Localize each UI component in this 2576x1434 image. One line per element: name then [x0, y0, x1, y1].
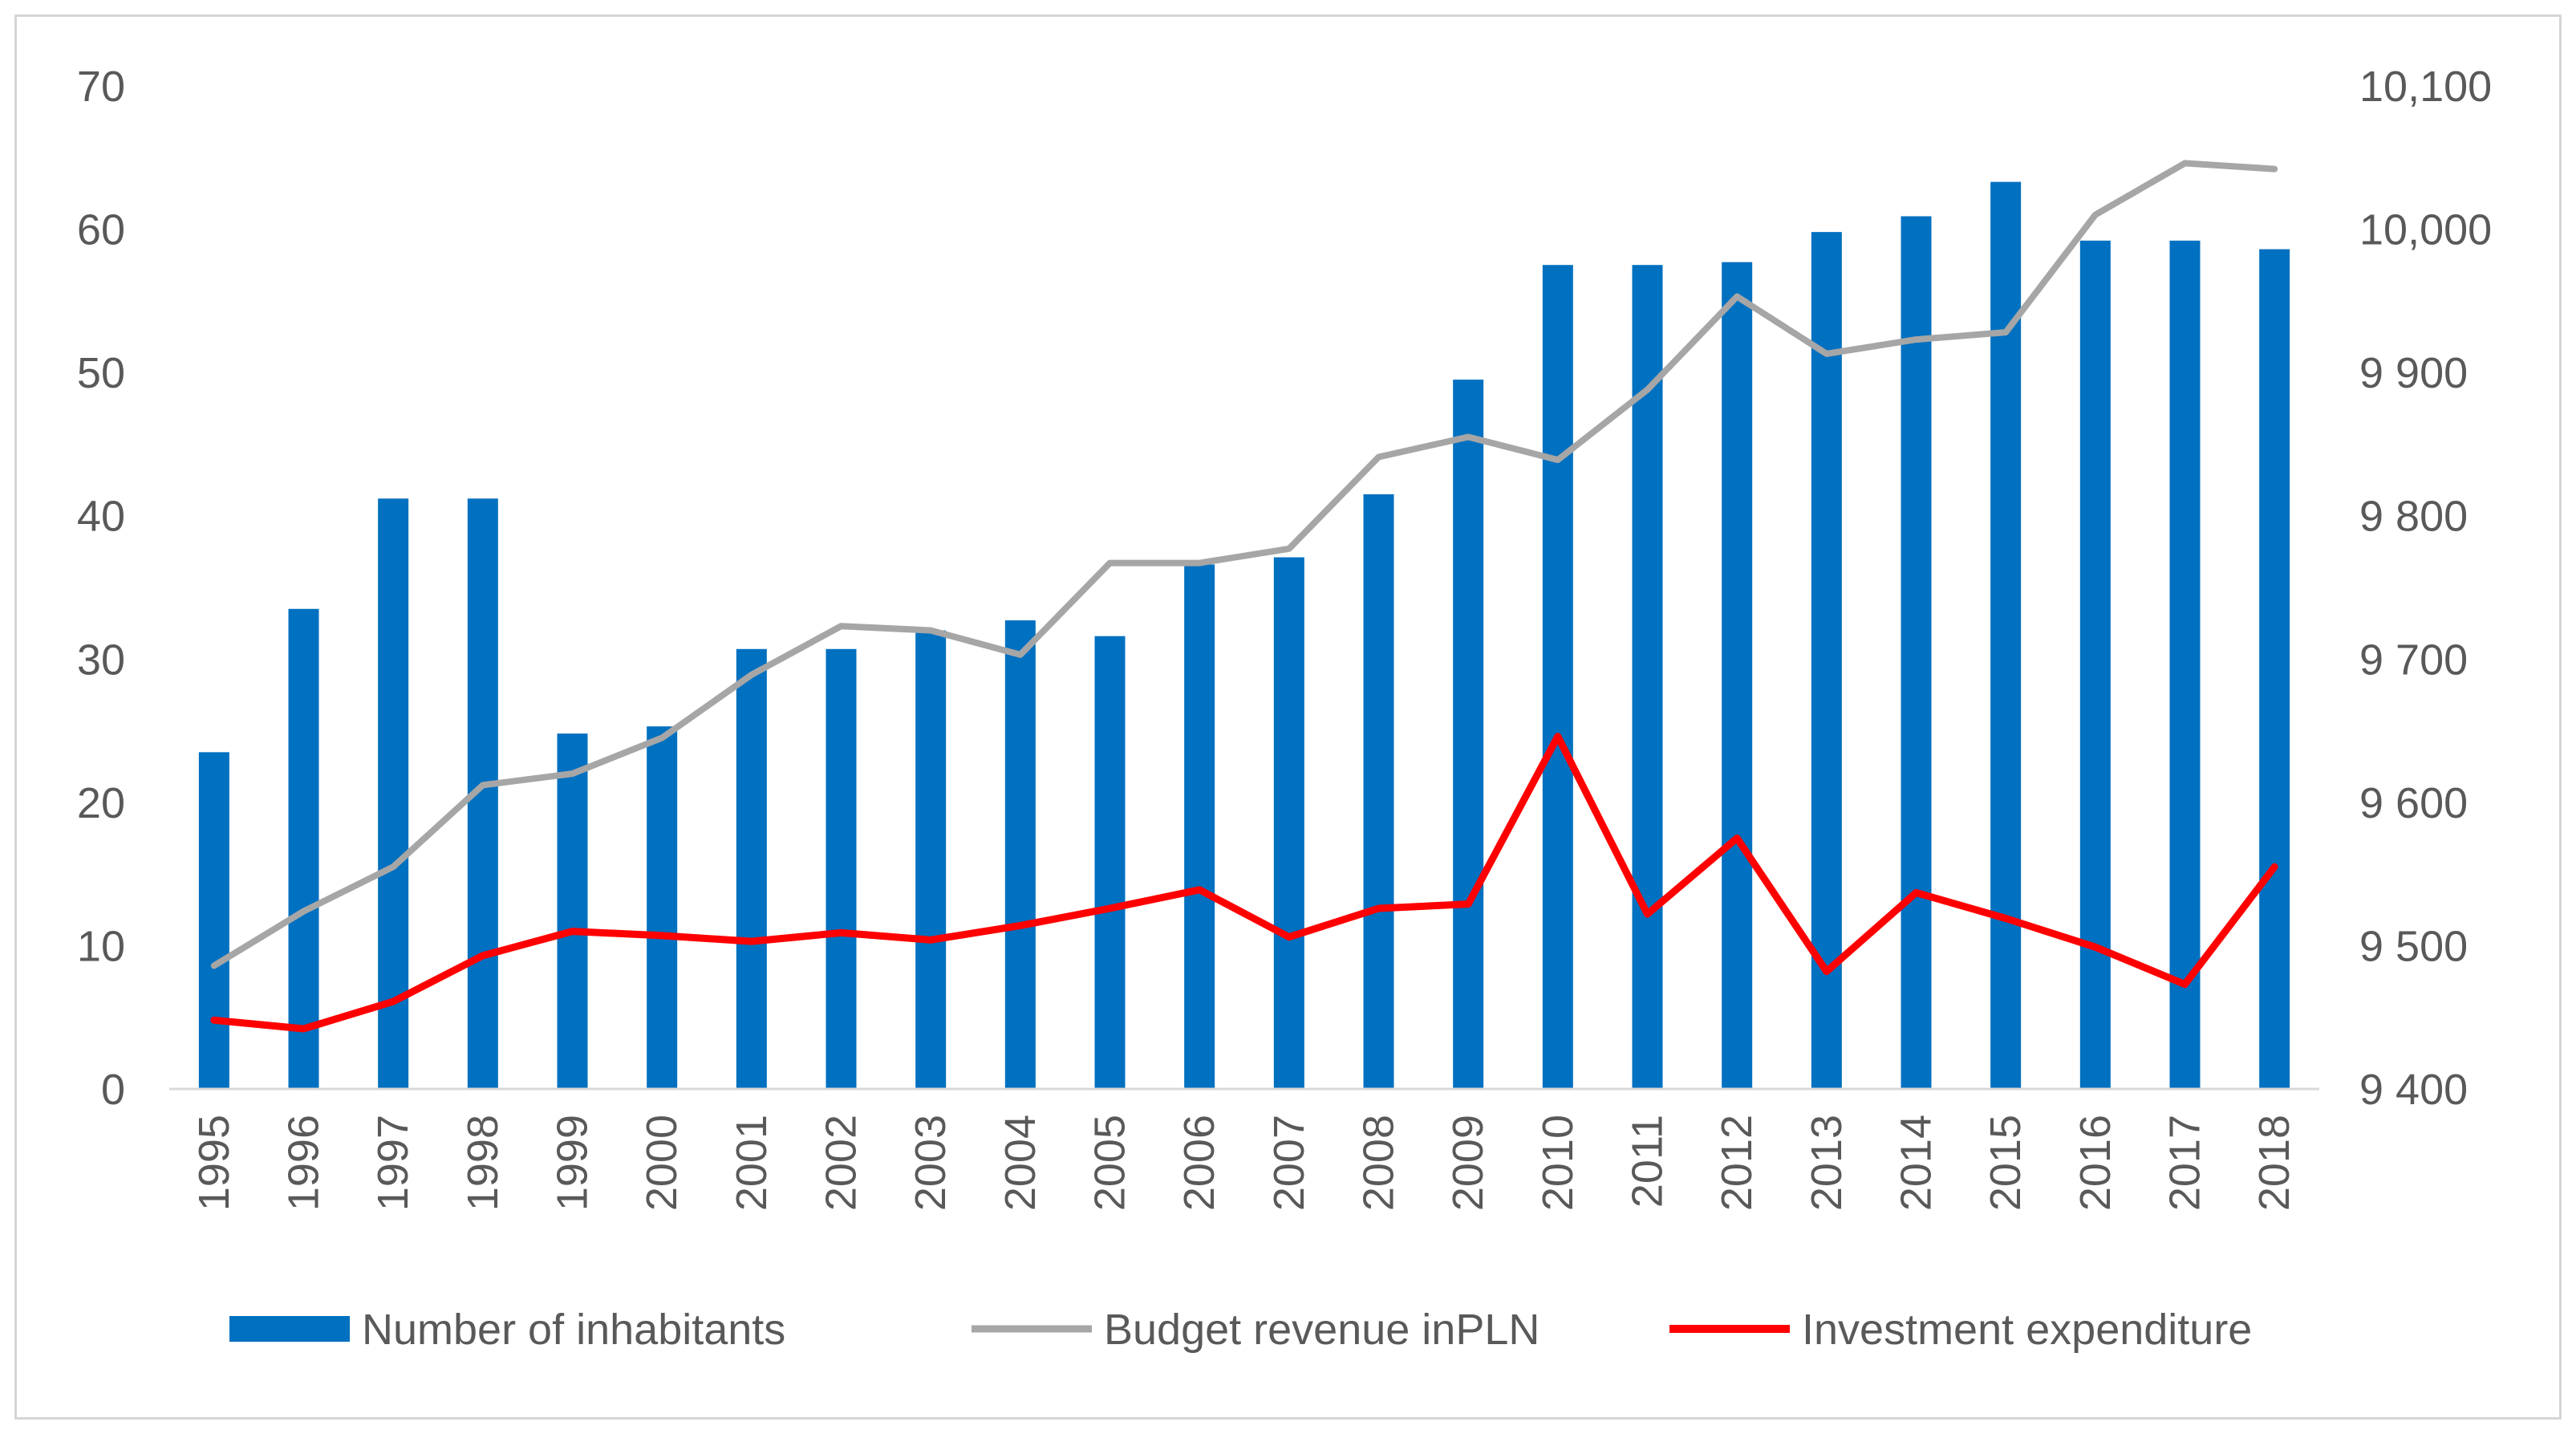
bar-2002 [826, 648, 857, 1089]
line-investment-expenditure [210, 733, 2278, 1033]
legend-label-inhabitants: Number of inhabitants [362, 1306, 785, 1354]
bar-2011 [1632, 265, 1663, 1089]
legend-label-investment: Investment expenditure [1802, 1306, 2252, 1354]
legend-label-budget-revenue: Budget revenue inPLN [1104, 1306, 1540, 1354]
x-axis-tick-label: 2016 [2071, 1115, 2120, 1211]
x-axis-tick-label: 2017 [2161, 1115, 2209, 1211]
right-axis-tick-label: 10,000 [2359, 206, 2492, 254]
x-axis-tick-label: 2008 [1355, 1115, 1403, 1211]
x-axis-tick-label: 1998 [459, 1115, 507, 1211]
bar-2000 [647, 726, 678, 1089]
x-axis-tick-label: 2014 [1892, 1115, 1941, 1211]
bar-1999 [557, 733, 588, 1089]
right-axis-tick-label: 10,100 [2359, 63, 2492, 111]
bar-1995 [198, 752, 229, 1089]
x-axis-tick-label: 2010 [1534, 1115, 1582, 1211]
right-axis-tick-label: 9 500 [2359, 922, 2468, 970]
legend-swatch-inhabitants [229, 1316, 350, 1342]
x-axis-tick-label: 2012 [1713, 1115, 1761, 1211]
bar-2012 [1722, 262, 1753, 1090]
x-axis-tick-label: 1995 [190, 1115, 238, 1211]
bar-2017 [2169, 240, 2201, 1089]
right-axis-tick-label: 9 900 [2359, 349, 2468, 397]
x-axis-tick-label: 2007 [1265, 1115, 1313, 1211]
x-axis-tick-label: 2001 [728, 1115, 776, 1211]
x-axis-tick-label: 1996 [280, 1115, 328, 1211]
bar-2006 [1184, 564, 1215, 1089]
legend: Number of inhabitants Budget revenue inP… [229, 1306, 2252, 1354]
right-axis-tick-label: 9 400 [2359, 1066, 2468, 1114]
x-axis-tick-label: 2013 [1803, 1115, 1851, 1211]
x-axis-tick-label: 2005 [1086, 1115, 1134, 1211]
bar-2014 [1901, 216, 1932, 1089]
bar-2010 [1542, 265, 1573, 1089]
left-axis-tick-label: 70 [77, 63, 125, 111]
x-axis-tick-label: 2003 [907, 1115, 955, 1211]
bar-1996 [288, 608, 319, 1089]
left-axis-tick-label: 50 [77, 349, 125, 397]
line-budget-revenue [210, 160, 2278, 969]
left-axis-tick-label: 0 [101, 1066, 125, 1114]
bar-series-inhabitants [198, 181, 2290, 1090]
left-axis-tick-label: 60 [77, 206, 125, 254]
x-axis-tick-label: 2004 [996, 1115, 1045, 1211]
bar-2001 [736, 648, 767, 1089]
x-axis-tick-label: 2011 [1624, 1115, 1672, 1208]
bar-2007 [1273, 557, 1304, 1089]
bar-2016 [2079, 240, 2111, 1089]
combo-chart: 0 10 20 30 40 50 60 70 9 400 9 500 9 600 9 700 9 80… [77, 63, 2492, 1354]
left-axis-ticks: 0 10 20 30 40 50 60 70 [77, 63, 125, 1114]
chart-frame: 0 10 20 30 40 50 60 70 9 400 9 500 9 600 9 700 9 80… [14, 14, 2562, 1420]
left-axis-tick-label: 20 [77, 779, 125, 827]
bar-1997 [378, 498, 409, 1089]
left-axis-tick-label: 40 [77, 493, 125, 541]
bar-2008 [1363, 494, 1394, 1089]
x-axis-tick-label: 2015 [1982, 1115, 2030, 1211]
bar-2005 [1094, 636, 1126, 1089]
x-axis-tick-label: 2009 [1444, 1115, 1492, 1211]
x-axis-tick-label: 2000 [638, 1115, 686, 1211]
right-axis-tick-label: 9 800 [2359, 493, 2468, 541]
right-axis-tick-label: 9 600 [2359, 779, 2468, 827]
bar-2013 [1811, 232, 1842, 1090]
x-axis-tick-label: 2002 [817, 1115, 866, 1211]
right-axis-tick-label: 9 700 [2359, 636, 2468, 684]
bar-2004 [1004, 620, 1036, 1089]
left-axis-tick-label: 10 [77, 922, 125, 970]
x-axis-tick-label: 2006 [1175, 1115, 1223, 1211]
bar-2018 [2259, 249, 2290, 1090]
bar-2003 [915, 630, 947, 1089]
left-axis-tick-label: 30 [77, 636, 125, 684]
x-axis-tick-label: 2018 [2250, 1115, 2298, 1211]
x-axis-tick-label: 1999 [549, 1115, 597, 1211]
bar-2009 [1453, 380, 1484, 1090]
right-axis-ticks: 9 400 9 500 9 600 9 700 9 800 9 900 10,000 10,1… [2359, 63, 2492, 1114]
line-series [210, 160, 2278, 1033]
x-axis-ticks: 1995 1996 1997 1998 1999 2000 2001 2002 2003 2004… [190, 1115, 2298, 1211]
x-axis-tick-label: 1997 [369, 1115, 417, 1211]
